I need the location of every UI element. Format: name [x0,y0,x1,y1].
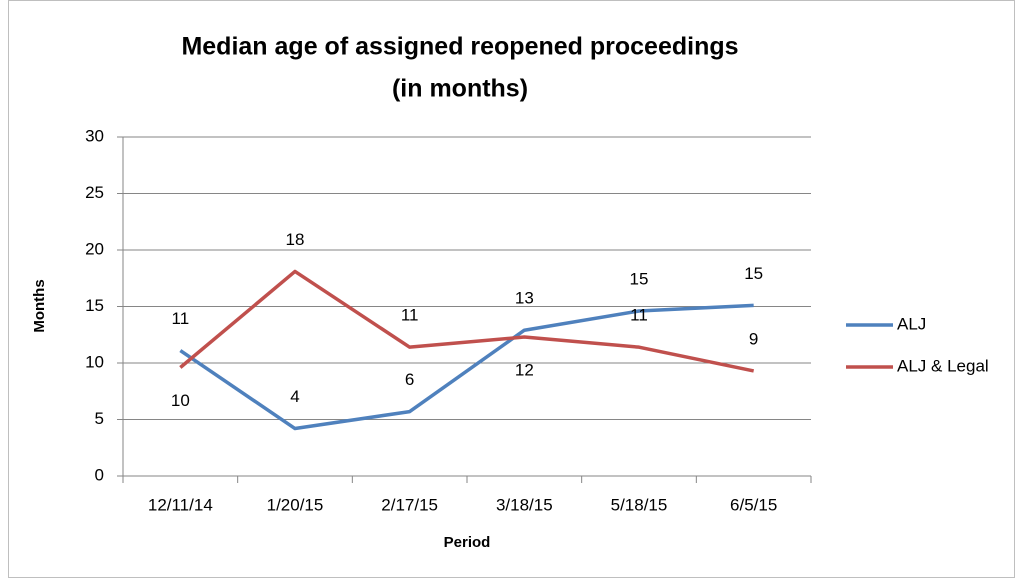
x-tick-label: 1/20/15 [267,495,324,514]
y-axis-title: Months [31,279,48,332]
data-label: 4 [290,387,299,406]
data-label: 11 [172,309,190,328]
data-label: 15 [630,270,649,289]
x-axis-title: Period [444,534,491,551]
legend-label: ALJ & Legal [897,356,989,375]
data-label: 6 [405,370,414,389]
series-line [179,303,754,431]
data-label: 10 [171,391,190,410]
x-tick-label: 12/11/14 [148,495,213,514]
x-tick-label: 3/18/15 [496,495,553,514]
data-label: 9 [749,329,758,348]
y-tick-label: 10 [85,352,104,371]
legend-label: ALJ [897,314,926,333]
y-tick-label: 25 [85,183,104,202]
data-label: 13 [515,289,534,308]
data-label: 11 [630,306,648,325]
data-label: 12 [515,360,534,379]
chart-title: (in months) [392,75,528,103]
data-label: 18 [286,230,305,249]
x-tick-label: 6/5/15 [730,495,777,514]
y-tick-label: 15 [85,296,104,315]
data-label: 15 [744,264,763,283]
x-tick-label: 2/17/15 [381,495,438,514]
chart-frame [8,0,1015,578]
x-tick-label: 5/18/15 [611,495,668,514]
data-label: 11 [401,306,419,325]
chart-title: Median age of assigned reopened proceedi… [181,33,738,61]
y-tick-label: 20 [85,239,104,258]
series-line [179,269,755,373]
y-tick-label: 5 [95,409,104,428]
y-tick-label: 0 [95,465,104,484]
y-tick-label: 30 [85,126,104,145]
